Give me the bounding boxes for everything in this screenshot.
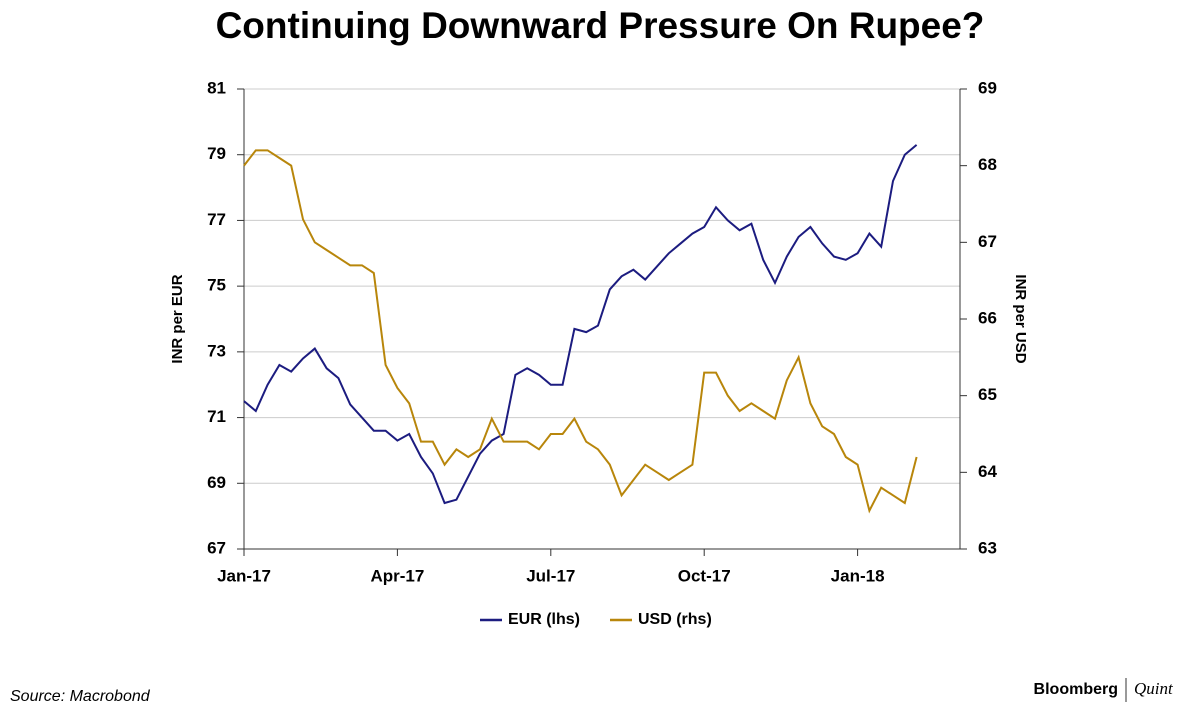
y-axis-label: INR per EUR (169, 274, 186, 363)
y2-tick-label: 65 (978, 385, 997, 404)
x-tick-label: Jan-17 (217, 566, 271, 585)
series-line (243, 149, 918, 514)
series-line (243, 144, 918, 505)
y2-tick-label: 64 (978, 462, 997, 481)
y2-tick-label: 69 (978, 78, 997, 97)
y-tick-label: 75 (207, 276, 226, 295)
y2-tick-label: 63 (978, 538, 997, 557)
y-tick-label: 71 (207, 407, 226, 426)
y2-axis-label: INR per USD (1012, 274, 1029, 363)
y-tick-label: 77 (207, 210, 226, 229)
y2-tick-label: 66 (978, 308, 997, 327)
y-tick-label: 69 (207, 473, 226, 492)
legend-label: EUR (lhs) (508, 611, 580, 628)
x-tick-label: Jan-18 (831, 566, 885, 585)
brand: Bloomberg (1034, 681, 1118, 698)
x-tick-label: Jul-17 (526, 566, 575, 585)
x-tick-label: Oct-17 (678, 566, 731, 585)
y-tick-label: 79 (207, 144, 226, 163)
legend-label: USD (rhs) (638, 611, 712, 628)
x-tick-label: Apr-17 (370, 566, 424, 585)
y-tick-label: 67 (207, 538, 226, 557)
y2-tick-label: 67 (978, 232, 997, 251)
chart-title: Continuing Downward Pressure On Rupee? (216, 5, 985, 46)
y2-tick-label: 68 (978, 155, 997, 174)
y-tick-label: 81 (207, 78, 226, 97)
source: Source: Macrobond (10, 688, 151, 705)
y-tick-label: 73 (207, 341, 226, 360)
brand: Quint (1134, 679, 1174, 698)
